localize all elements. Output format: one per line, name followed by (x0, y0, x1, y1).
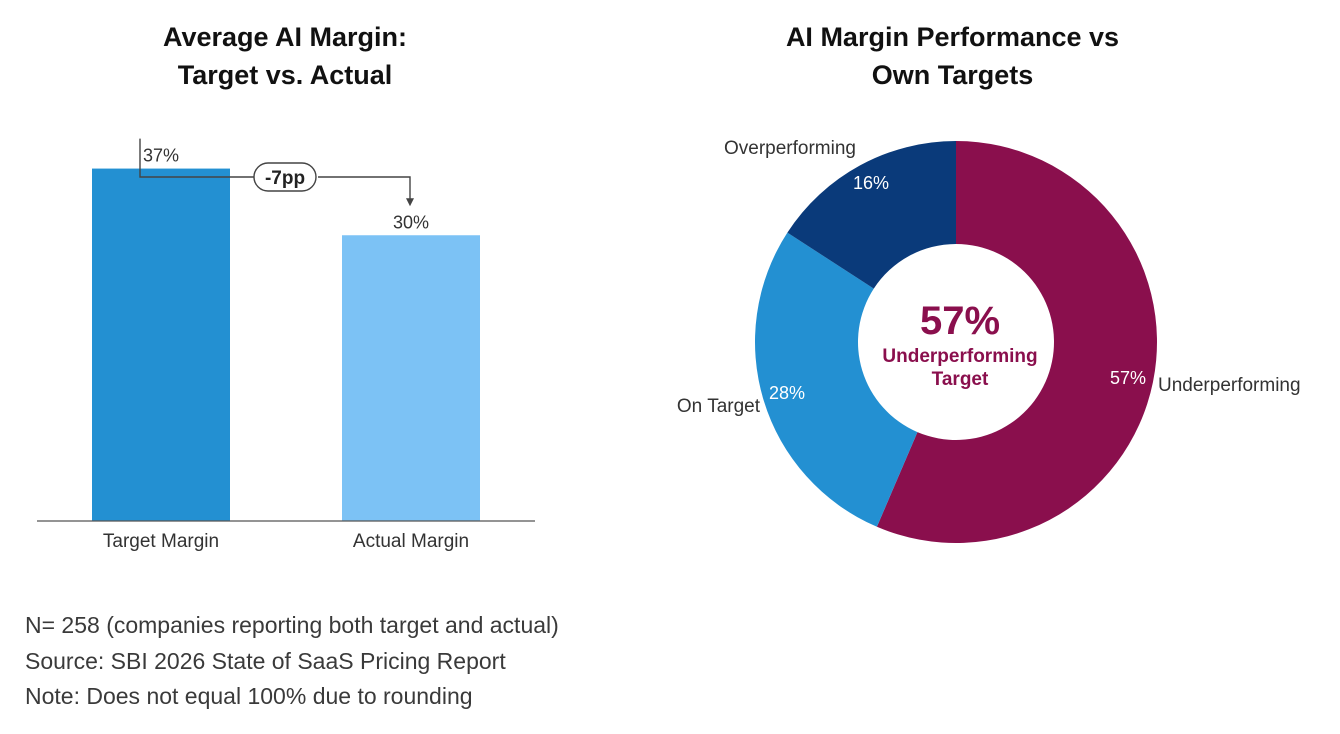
bar-value-label: 37% (143, 146, 179, 166)
bar-actual-margin (342, 235, 480, 521)
sample-size-note: N= 258 (companies reporting both target … (25, 612, 559, 638)
x-tick-label: Target Margin (103, 531, 219, 552)
difference-badge (253, 162, 317, 192)
donut-center-value: 57% (920, 299, 1000, 343)
donut-slice-on-target (754, 232, 918, 527)
donut-slice-value-label: 16% (853, 173, 889, 193)
donut-slice-label: Underperforming (1158, 375, 1301, 396)
donut-chart-title-line-2: Own Targets (871, 60, 1034, 90)
bar-target-margin (92, 168, 230, 521)
difference-arrowhead (406, 198, 414, 207)
donut-slice-overperforming (787, 141, 956, 289)
bar-chart-title-line-2: Target vs. Actual (177, 60, 393, 90)
footnotes: N= 258 (companies reporting both target … (25, 608, 559, 715)
donut-slice-value-label: 28% (769, 383, 805, 403)
donut-slice-underperforming (876, 141, 1157, 543)
bar-chart-title-line-1: Average AI Margin: (162, 22, 408, 52)
source-note: Source: SBI 2026 State of SaaS Pricing R… (25, 647, 506, 674)
x-tick-label: Actual Margin (353, 531, 469, 552)
rounding-note: Note: Does not equal 100% due to roundin… (25, 683, 473, 709)
bar-chart-title: Average AI Margin: Target vs. Actual (60, 18, 510, 94)
donut-chart: 57% Underperforming 28% On Target 16% Overper… (677, 138, 1301, 543)
charts-canvas: 37% Target Margin 30% Actual Margin -7pp 57%… (37, 138, 1301, 552)
bar-value-label: 30% (393, 212, 429, 232)
donut-slice-label: Overperforming (724, 138, 856, 159)
donut-chart-title-line-1: AI Margin Performance vs (785, 22, 1120, 52)
donut-chart-title: AI Margin Performance vs Own Targets (700, 18, 1205, 94)
difference-badge-label: -7pp (265, 168, 305, 189)
difference-bracket-left (139, 138, 256, 178)
donut-center-label-line-2: Target (932, 369, 989, 390)
donut-center-label-line-1: Underperforming (882, 346, 1037, 367)
donut-slice-label: On Target (677, 396, 761, 417)
bar-chart: 37% Target Margin 30% Actual Margin -7pp (37, 138, 535, 552)
difference-bracket-right (318, 176, 411, 202)
donut-slice-value-label: 57% (1110, 368, 1146, 388)
